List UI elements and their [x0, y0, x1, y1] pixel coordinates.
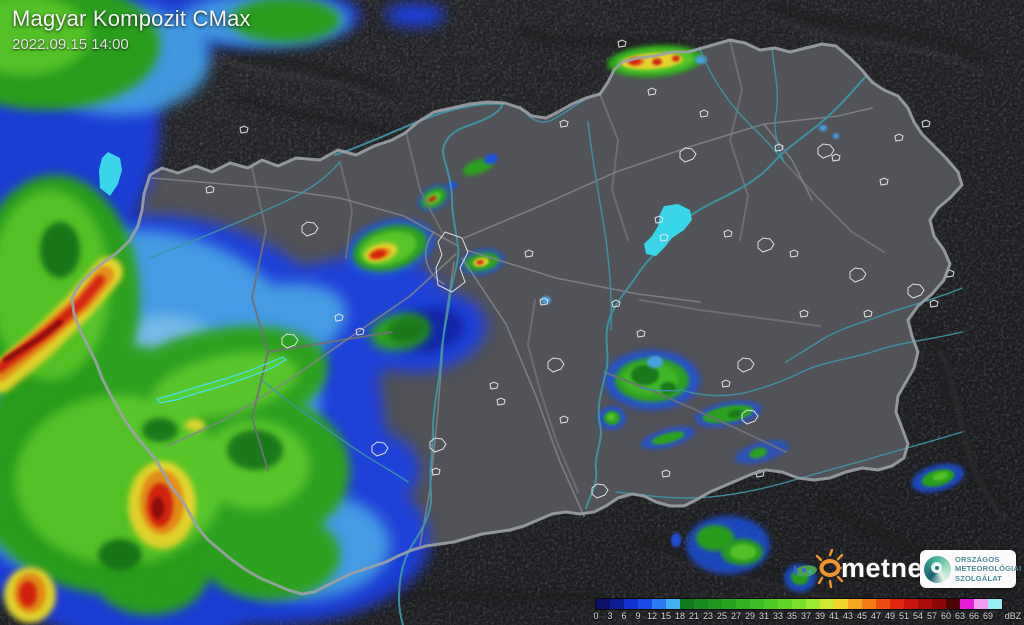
legend-segment: [708, 599, 722, 609]
legend-tick-label: 45: [856, 611, 868, 621]
legend-segment: [778, 599, 792, 609]
legend-segment: [862, 599, 876, 609]
legend-segment: [820, 599, 834, 609]
legend-segment: [764, 599, 778, 609]
metnet-sun-icon: [792, 548, 848, 589]
legend-segment: [946, 599, 960, 609]
legend-segment: [918, 599, 932, 609]
legend-segment: [610, 599, 624, 609]
legend-labels: 0 3 6 9 12 15 18 21 23 25 27 29 31 33 35 37 39 41 43 45 47 49…: [593, 611, 1024, 622]
legend-tick-label: 47: [870, 611, 882, 621]
legend-tick-label: 21: [688, 611, 700, 621]
radar-cell-north: [607, 44, 708, 78]
legend-tick-label: 60: [940, 611, 952, 621]
lakes: [99, 152, 692, 404]
legend-tick-label: 37: [800, 611, 812, 621]
legend-segment: [806, 599, 820, 609]
legend-tick-label: 29: [744, 611, 756, 621]
radar-legend: 0 3 6 9 12 15 18 21 23 25 27 29 31 33 35 37 39 41 43 45 47 49…: [593, 598, 1024, 622]
metnet-logo[interactable]: metnet: [792, 548, 932, 591]
omsz-swirl-icon: [924, 555, 951, 583]
legend-tick-label: 18: [674, 611, 686, 621]
legend-tick-label: 57: [926, 611, 938, 621]
omsz-line-1: ORSZÁGOS: [955, 554, 1000, 564]
omsz-line-2: METEOROLÓGIAI: [955, 564, 1022, 574]
lake-ferto: [99, 152, 122, 196]
roads: [151, 107, 873, 546]
legend-segment: [652, 599, 666, 609]
legend-tick-label: 6: [621, 611, 627, 621]
legend-tick-label: 69: [982, 611, 994, 621]
legend-tick-label: 23: [702, 611, 714, 621]
budapest-outline: [435, 231, 469, 293]
legend-segment: [848, 599, 862, 609]
legend-tick-label: 12: [646, 611, 658, 621]
legend-segment: [596, 599, 610, 609]
radar-echoes: [0, 0, 965, 625]
radar-layer-darkgreen: [40, 222, 428, 571]
legend-segment: [988, 599, 1002, 609]
settlement-outlines: [205, 39, 955, 499]
header: Magyar Kompozit CMax 2022.09.15 14:00: [12, 6, 251, 53]
legend-tick-label: 25: [716, 611, 728, 621]
legend-tick-label: 54: [912, 611, 924, 621]
legend-segment: [932, 599, 946, 609]
omsz-line-3: SZOLGÁLAT: [955, 573, 1003, 583]
legend-segment: [736, 599, 750, 609]
legend-tick-label: 35: [786, 611, 798, 621]
lake-balaton-outline: [155, 356, 287, 404]
legend-segment: [666, 599, 680, 609]
legend-segment: [890, 599, 904, 609]
legend-segment: [834, 599, 848, 609]
county-borders: [250, 39, 885, 493]
radar-layer-darkred: [2, 319, 164, 519]
legend-tick-label: 66: [968, 611, 980, 621]
legend-tick-label: 27: [730, 611, 742, 621]
legend-tick-label: 41: [828, 611, 840, 621]
legend-tick-label: 49: [884, 611, 896, 621]
legend-tick-label: 33: [772, 611, 784, 621]
omsz-logo-text: ORSZÁGOS METEOROLÓGIAI SZOLGÁLAT: [955, 555, 1021, 583]
lake-tisza: [644, 204, 692, 256]
legend-tick-label: 39: [814, 611, 826, 621]
legend-segment: [904, 599, 918, 609]
river-tisza: [585, 75, 867, 509]
legend-segment: [722, 599, 736, 609]
legend-bar: [595, 598, 1003, 610]
legend-tick-label: 0: [593, 611, 599, 621]
legend-segment: [960, 599, 974, 609]
hungary-border: [70, 38, 964, 596]
legend-segment: [638, 599, 652, 609]
legend-segment: [624, 599, 638, 609]
timestamp: 2022.09.15 14:00: [12, 36, 129, 53]
legend-tick-label: 9: [635, 611, 641, 621]
legend-tick-label: 31: [758, 611, 770, 621]
omsz-logo[interactable]: ORSZÁGOS METEOROLÓGIAI SZOLGÁLAT: [920, 550, 1021, 588]
legend-tick-label: 51: [898, 611, 910, 621]
metnet-wordmark: metnet: [841, 553, 933, 583]
legend-unit-label: dBZ: [1004, 611, 1022, 621]
legend-segment: [694, 599, 708, 609]
legend-tick-label: 15: [660, 611, 672, 621]
legend-tick-label: 63: [954, 611, 966, 621]
legend-segment: [974, 599, 988, 609]
page-title: Magyar Kompozit CMax: [12, 6, 251, 31]
legend-segment: [876, 599, 890, 609]
legend-segment: [680, 599, 694, 609]
legend-tick-label: 43: [842, 611, 854, 621]
legend-segment: [750, 599, 764, 609]
legend-segment: [792, 599, 806, 609]
legend-tick-label: 3: [607, 611, 613, 621]
